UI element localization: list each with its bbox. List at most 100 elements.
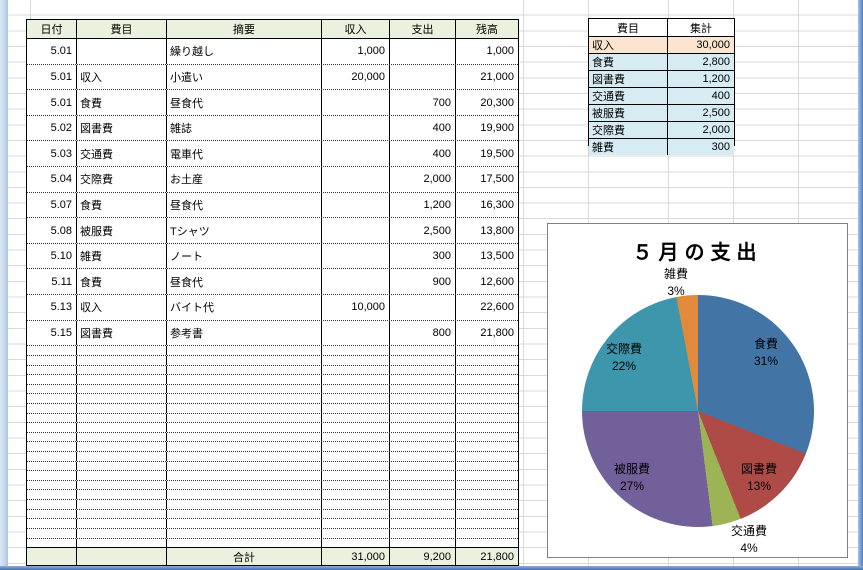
summary-category-cell[interactable]: 交際費 <box>589 122 668 138</box>
summary-category-cell[interactable]: 被服費 <box>589 105 668 121</box>
ledger-empty-cell[interactable] <box>27 500 77 509</box>
ledger-empty-cell[interactable] <box>322 480 390 490</box>
ledger-empty-cell[interactable] <box>167 528 322 538</box>
ledger-empty-cell[interactable] <box>167 365 322 375</box>
ledger-empty-cell[interactable] <box>77 423 167 432</box>
ledger-empty-cell[interactable] <box>167 490 322 500</box>
summary-category-cell[interactable]: 雑費 <box>589 139 668 155</box>
ledger-empty-cell[interactable] <box>167 423 322 432</box>
ledger-empty-cell[interactable] <box>456 433 518 442</box>
ledger-cell-date[interactable]: 5.01 <box>27 39 77 64</box>
ledger-cell-expense[interactable]: 400 <box>390 115 456 141</box>
ledger-empty-cell[interactable] <box>322 394 390 403</box>
ledger-header-category[interactable]: 費目 <box>77 20 167 38</box>
ledger-empty-cell[interactable] <box>27 384 77 394</box>
ledger-cell-expense[interactable]: 2,500 <box>390 218 456 243</box>
ledger-empty-cell[interactable] <box>322 442 390 452</box>
ledger-empty-cell[interactable] <box>456 539 518 548</box>
ledger-empty-cell[interactable] <box>456 375 518 384</box>
ledger-cell-income[interactable] <box>322 320 390 346</box>
ledger-cell-balance[interactable]: 19,900 <box>480 122 514 135</box>
total-empty-cell[interactable] <box>77 548 167 565</box>
ledger-cell-desc[interactable]: 昼食代 <box>167 90 322 115</box>
ledger-empty-cell[interactable] <box>390 538 456 548</box>
expense-pie-chart[interactable]: ５月の支出 食費 31% 図書費 13% 交通費 4% 被服費 27% 交際費 22% 雑費 3% <box>547 223 848 558</box>
ledger-empty-cell[interactable] <box>322 346 390 355</box>
ledger-cell-expense[interactable]: 2,000 <box>390 167 456 192</box>
ledger-empty-cell[interactable] <box>27 480 77 490</box>
ledger-header-date[interactable]: 日付 <box>27 20 77 38</box>
ledger-cell-expense[interactable]: 400 <box>390 141 456 167</box>
ledger-cell-balance[interactable]: 21,000 <box>480 70 514 83</box>
ledger-empty-cell[interactable] <box>27 375 77 384</box>
ledger-empty-cell[interactable] <box>77 355 167 365</box>
summary-category-cell[interactable]: 図書費 <box>589 71 668 87</box>
ledger-cell-date[interactable]: 5.11 <box>27 269 77 295</box>
ledger-empty-cell[interactable] <box>77 528 167 538</box>
ledger-cell-desc[interactable]: ノート <box>167 243 322 269</box>
ledger-empty-cell[interactable] <box>27 346 77 355</box>
ledger-empty-cell[interactable] <box>390 519 456 528</box>
ledger-empty-cell[interactable] <box>77 365 167 375</box>
ledger-empty-cell[interactable] <box>456 519 518 528</box>
ledger-empty-cell[interactable] <box>167 375 322 384</box>
ledger-empty-cell[interactable] <box>27 471 77 480</box>
ledger-empty-cell[interactable] <box>77 403 167 413</box>
ledger-empty-cell[interactable] <box>322 403 390 413</box>
window-scrollbar-edge[interactable] <box>858 0 863 566</box>
ledger-empty-cell[interactable] <box>456 385 518 394</box>
ledger-empty-cell[interactable] <box>322 375 390 384</box>
ledger-cell-expense[interactable] <box>390 64 456 90</box>
ledger-cell-expense[interactable] <box>390 295 456 320</box>
ledger-empty-cell[interactable] <box>456 423 518 432</box>
ledger-empty-cell[interactable] <box>390 442 456 452</box>
ledger-empty-cell[interactable] <box>322 452 390 461</box>
ledger-cell-category[interactable]: 交通費 <box>77 141 167 167</box>
ledger-empty-cell[interactable] <box>322 509 390 519</box>
ledger-cell-desc[interactable]: 繰り越し <box>167 39 322 64</box>
ledger-cell-category[interactable]: 図書費 <box>77 115 167 141</box>
ledger-cell-date[interactable]: 5.02 <box>27 115 77 141</box>
ledger-empty-cell[interactable] <box>167 403 322 413</box>
ledger-cell-balance[interactable]: 12,600 <box>480 275 514 288</box>
ledger-empty-cell[interactable] <box>456 529 518 538</box>
total-expense-cell[interactable]: 9,200 <box>390 548 456 565</box>
ledger-cell-expense[interactable]: 800 <box>390 320 456 346</box>
ledger-empty-cell[interactable] <box>390 365 456 375</box>
ledger-empty-cell[interactable] <box>456 442 518 451</box>
summary-amount-cell[interactable]: 2,500 <box>702 107 730 119</box>
ledger-empty-cell[interactable] <box>167 346 322 355</box>
ledger-empty-cell[interactable] <box>27 442 77 452</box>
ledger-empty-cell[interactable] <box>322 500 390 509</box>
summary-amount-cell[interactable]: 400 <box>711 90 730 102</box>
ledger-empty-cell[interactable] <box>390 394 456 403</box>
ledger-cell-income[interactable] <box>322 192 390 218</box>
ledger-empty-cell[interactable] <box>77 538 167 548</box>
ledger-cell-income[interactable]: 20,000 <box>322 64 390 90</box>
ledger-cell-balance[interactable]: 17,500 <box>480 173 514 186</box>
ledger-cell-date[interactable]: 5.13 <box>27 295 77 320</box>
ledger-cell-expense[interactable]: 1,200 <box>390 192 456 218</box>
ledger-cell-category[interactable]: 食費 <box>77 192 167 218</box>
ledger-empty-cell[interactable] <box>77 452 167 461</box>
ledger-empty-cell[interactable] <box>77 480 167 490</box>
ledger-cell-balance[interactable]: 19,500 <box>480 147 514 160</box>
ledger-empty-cell[interactable] <box>456 366 518 375</box>
ledger-cell-date[interactable]: 5.04 <box>27 167 77 192</box>
ledger-cell-income[interactable] <box>322 269 390 295</box>
ledger-empty-cell[interactable] <box>322 538 390 548</box>
ledger-empty-cell[interactable] <box>322 490 390 500</box>
ledger-cell-desc[interactable]: Tシャツ <box>167 218 322 243</box>
ledger-empty-cell[interactable] <box>390 403 456 413</box>
ledger-cell-income[interactable]: 1,000 <box>322 39 390 64</box>
ledger-cell-desc[interactable]: 雑誌 <box>167 115 322 141</box>
ledger-cell-date[interactable]: 5.15 <box>27 320 77 346</box>
ledger-header-expense[interactable]: 支出 <box>390 20 456 38</box>
ledger-empty-cell[interactable] <box>390 490 456 500</box>
ledger-cell-balance[interactable]: 1,000 <box>486 45 514 58</box>
ledger-empty-cell[interactable] <box>322 423 390 432</box>
ledger-cell-category[interactable]: 収入 <box>77 295 167 320</box>
ledger-empty-cell[interactable] <box>167 452 322 461</box>
ledger-empty-cell[interactable] <box>167 355 322 365</box>
ledger-empty-cell[interactable] <box>456 471 518 480</box>
